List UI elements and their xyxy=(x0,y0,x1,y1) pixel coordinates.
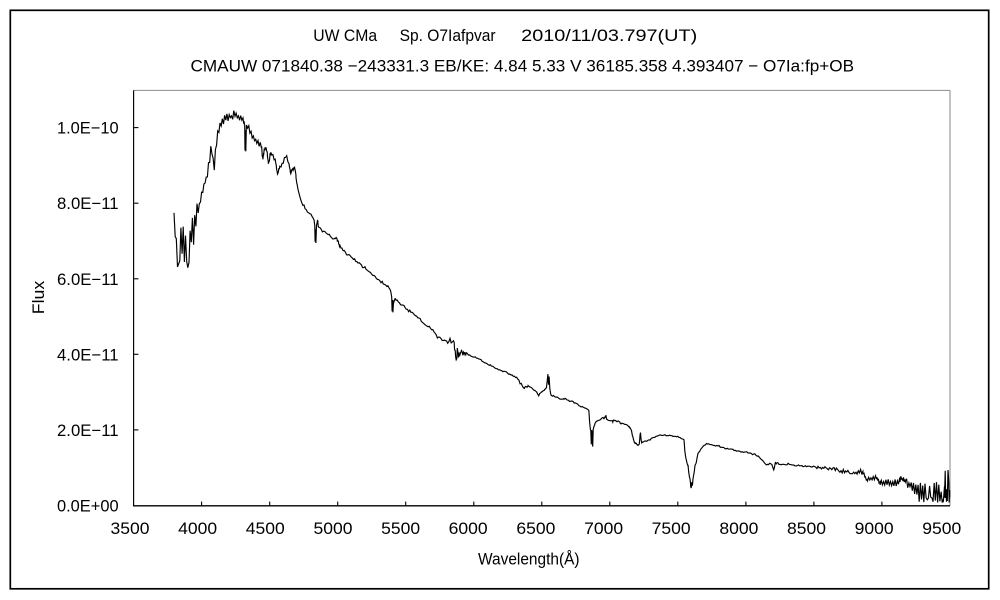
svg-text:4.0E−11: 4.0E−11 xyxy=(57,345,119,364)
svg-text:5000: 5000 xyxy=(314,519,353,538)
svg-text:8000: 8000 xyxy=(719,519,758,538)
svg-text:Sp. O7Iafpvar: Sp. O7Iafpvar xyxy=(400,26,496,45)
svg-text:6500: 6500 xyxy=(516,519,555,538)
svg-text:9500: 9500 xyxy=(922,519,961,538)
svg-text:9000: 9000 xyxy=(855,519,894,538)
svg-text:7500: 7500 xyxy=(652,519,691,538)
svg-text:CMAUW 071840.38 −243331.3 EB/K: CMAUW 071840.38 −243331.3 EB/KE: 4.84 5.… xyxy=(191,57,855,76)
svg-text:Flux: Flux xyxy=(29,280,48,314)
svg-text:Wavelength(Å): Wavelength(Å) xyxy=(478,550,580,569)
svg-text:2010/11/03.797(UT): 2010/11/03.797(UT) xyxy=(521,26,697,45)
svg-text:4000: 4000 xyxy=(178,519,217,538)
svg-text:8.0E−11: 8.0E−11 xyxy=(57,194,119,213)
svg-text:8500: 8500 xyxy=(787,519,826,538)
svg-text:6000: 6000 xyxy=(449,519,488,538)
svg-text:1.0E−10: 1.0E−10 xyxy=(57,119,119,138)
svg-text:UW CMa: UW CMa xyxy=(313,26,377,45)
svg-text:2.0E−11: 2.0E−11 xyxy=(57,421,119,440)
svg-text:4500: 4500 xyxy=(246,519,285,538)
svg-text:0.0E+00: 0.0E+00 xyxy=(57,497,119,516)
svg-text:3500: 3500 xyxy=(111,519,150,538)
svg-text:5500: 5500 xyxy=(381,519,420,538)
svg-text:6.0E−11: 6.0E−11 xyxy=(57,270,119,289)
svg-text:7000: 7000 xyxy=(584,519,623,538)
